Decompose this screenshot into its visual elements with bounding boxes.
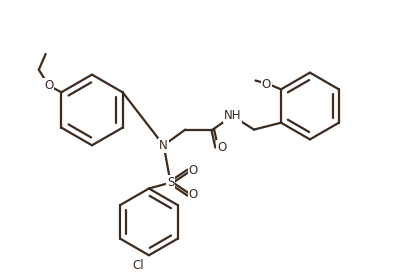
Text: O: O bbox=[189, 164, 198, 177]
Text: NH: NH bbox=[224, 109, 241, 122]
Text: O: O bbox=[261, 78, 271, 91]
Text: N: N bbox=[159, 139, 168, 152]
Text: S: S bbox=[167, 176, 174, 189]
Text: O: O bbox=[44, 79, 53, 92]
Text: O: O bbox=[189, 188, 198, 201]
Text: O: O bbox=[217, 141, 226, 154]
Text: Cl: Cl bbox=[132, 259, 144, 271]
